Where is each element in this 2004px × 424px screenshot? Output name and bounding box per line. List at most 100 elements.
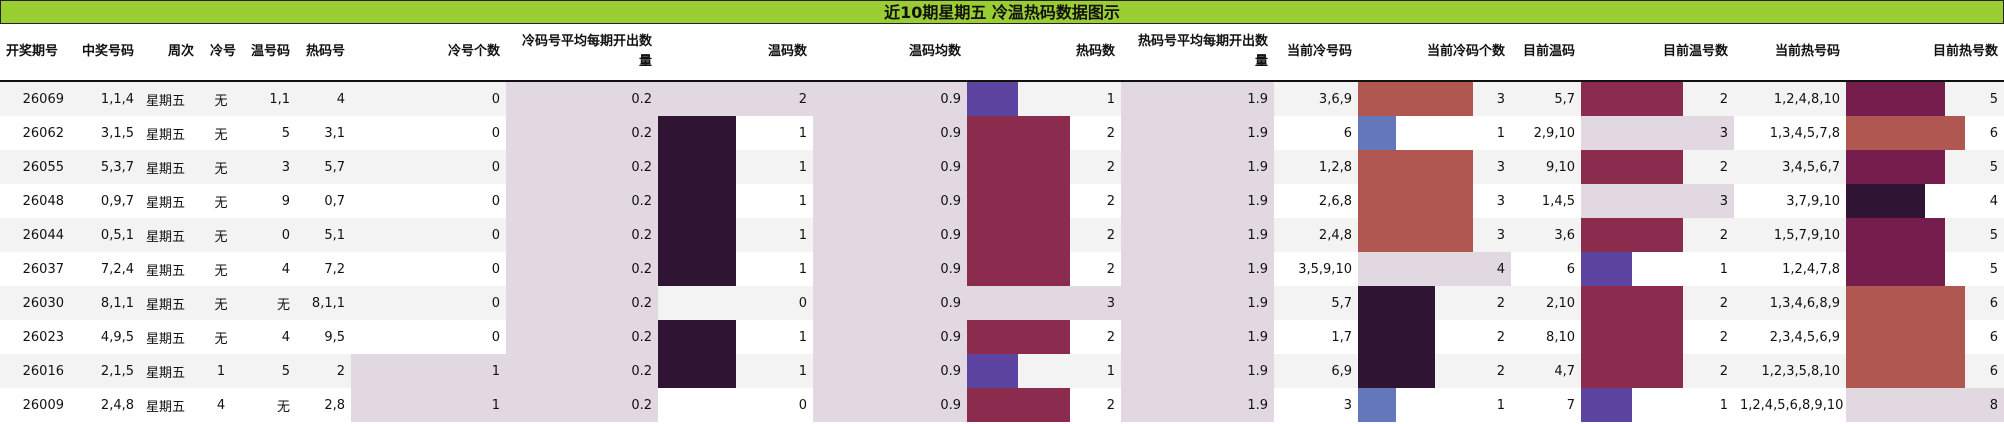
cell-value: 1.9 — [1247, 159, 1268, 175]
lottery-table: 开奖期号 中奖号码 周次 冷号 温号码 热码号 冷号个数 冷码号平均每期开出数量 温码数 温码均数… — [0, 24, 2004, 422]
data-bar — [506, 320, 658, 354]
cell-value: 2 — [1719, 295, 1728, 311]
cell-warm-count: 0 — [658, 286, 813, 320]
cell-cur-hot-count: 6 — [1846, 116, 2004, 150]
cell-issue: 26069 — [0, 81, 70, 116]
cell-cold-avg: 0.2 — [506, 116, 658, 150]
data-bar — [967, 388, 1070, 422]
cell-hot-count: 2 — [967, 320, 1121, 354]
cell-value: 1 — [798, 159, 807, 175]
cell-hot-avg: 1.9 — [1121, 218, 1274, 252]
data-bar — [1581, 354, 1683, 388]
cell-issue: 26055 — [0, 150, 70, 184]
cell-warm-avg: 0.9 — [813, 388, 967, 422]
cell-cur-hot: 1,2,4,8,10 — [1734, 81, 1846, 116]
cell-value: 6 — [1989, 125, 1998, 141]
cell-numbers: 2,4,8 — [70, 388, 140, 422]
data-bar — [1358, 218, 1473, 252]
cell-cur-hot: 1,3,4,6,8,9 — [1734, 286, 1846, 320]
cell-cur-hot-count: 5 — [1846, 150, 2004, 184]
cell-cold-count: 0 — [351, 252, 506, 286]
cell-cur-hot-count: 6 — [1846, 286, 2004, 320]
cell-value: 2 — [1106, 227, 1115, 243]
table-row: 26023 4,9,5 星期五无 4 9,5 0 0.2 1 0.9 2 1.9 1,7 2 8,10 2 2… — [0, 320, 2004, 354]
column-header-issue: 开奖期号 — [0, 24, 70, 82]
data-bar — [1581, 252, 1632, 286]
data-bar — [1121, 320, 1274, 354]
cell-warm: 无 — [242, 388, 296, 422]
cell-value: 3 — [1496, 227, 1505, 243]
cell-hot: 7,2 — [296, 252, 351, 286]
cell-warm: 0 — [242, 218, 296, 252]
cell-value: 2 — [1106, 261, 1115, 277]
cell-value: 0.2 — [631, 91, 652, 107]
cell-warm-count: 0 — [658, 388, 813, 422]
cell-cur-cold: 2,6,8 — [1274, 184, 1358, 218]
cell-value: 0.9 — [940, 227, 961, 243]
cell-cold: 无 — [200, 184, 242, 218]
cell-warm: 4 — [242, 252, 296, 286]
cell-value: 5 — [1989, 91, 1998, 107]
table-row: 26016 2,1,5 星期五 1 5 2 1 0.2 1 0.9 1 1.9 6,9 2 4,7 2 1,2,… — [0, 354, 2004, 388]
cell-cur-cold-count: 3 — [1358, 150, 1511, 184]
data-bar — [1846, 320, 1965, 354]
cell-warm-avg: 0.9 — [813, 286, 967, 320]
data-bar — [1846, 150, 1945, 184]
column-header-warm-avg: 温码均数 — [813, 24, 967, 82]
cell-cur-cold: 1,2,8 — [1274, 150, 1358, 184]
column-header-cur-cold: 当前冷号码 — [1274, 24, 1358, 82]
cell-value: 3 — [1496, 193, 1505, 209]
cell-hot: 2,8 — [296, 388, 351, 422]
cell-warm-avg: 0.9 — [813, 150, 967, 184]
cell-value: 1.9 — [1247, 295, 1268, 311]
cell-value: 0 — [798, 397, 807, 413]
data-bar — [1121, 82, 1274, 116]
header-row: 开奖期号 中奖号码 周次 冷号 温号码 热码号 冷号个数 冷码号平均每期开出数量 温码数 温码均数… — [0, 24, 2004, 82]
cell-cur-warm-count: 2 — [1581, 81, 1734, 116]
data-bar — [1581, 184, 1734, 218]
cell-hot-avg: 1.9 — [1121, 150, 1274, 184]
cell-value: 8 — [1989, 397, 1998, 413]
cell-cold-avg: 0.2 — [506, 354, 658, 388]
cell-numbers: 7,2,4 — [70, 252, 140, 286]
cell-warm-avg: 0.9 — [813, 218, 967, 252]
cell-weekday: 星期五 — [140, 81, 200, 116]
cell-cur-warm: 8,10 — [1511, 320, 1581, 354]
cell-cur-warm-count: 2 — [1581, 218, 1734, 252]
cell-cur-cold: 3,5,9,10 — [1274, 252, 1358, 286]
data-bar — [1358, 320, 1435, 354]
cell-cur-warm-count: 3 — [1581, 184, 1734, 218]
cell-cold: 无 — [200, 320, 242, 354]
data-bar — [813, 184, 967, 218]
column-header-cold: 冷号 — [200, 24, 242, 82]
cell-value: 2 — [1719, 329, 1728, 345]
cell-value: 2 — [1106, 159, 1115, 175]
cell-value: 2 — [1496, 295, 1505, 311]
cell-cur-hot: 3,4,5,6,7 — [1734, 150, 1846, 184]
cell-cold: 无 — [200, 150, 242, 184]
data-bar — [506, 354, 658, 388]
data-bar — [1846, 184, 1925, 218]
data-bar — [1581, 320, 1683, 354]
cell-hot: 9,5 — [296, 320, 351, 354]
cell-value: 0 — [491, 227, 500, 243]
cell-value: 1 — [798, 193, 807, 209]
column-header-cur-hot-count: 目前热号数 — [1846, 24, 2004, 82]
data-bar — [1358, 252, 1511, 286]
cell-cur-warm-count: 3 — [1581, 116, 1734, 150]
data-bar — [1581, 286, 1683, 320]
data-bar — [1846, 388, 2004, 422]
cell-cur-cold: 1,7 — [1274, 320, 1358, 354]
cell-value: 1 — [1719, 397, 1728, 413]
table-row: 26069 1,1,4 星期五无 1,1 4 0 0.2 2 0.9 1 1.9 3,6,9 3 5,7 2… — [0, 81, 2004, 116]
cell-cur-warm: 6 — [1511, 252, 1581, 286]
cell-value: 0.9 — [940, 159, 961, 175]
cell-hot-avg: 1.9 — [1121, 184, 1274, 218]
cell-cold: 无 — [200, 252, 242, 286]
cell-hot-avg: 1.9 — [1121, 116, 1274, 150]
cell-cur-cold: 5,7 — [1274, 286, 1358, 320]
cell-cold-avg: 0.2 — [506, 388, 658, 422]
cell-hot: 3,1 — [296, 116, 351, 150]
data-bar — [1121, 116, 1274, 150]
cell-hot-count: 2 — [967, 388, 1121, 422]
